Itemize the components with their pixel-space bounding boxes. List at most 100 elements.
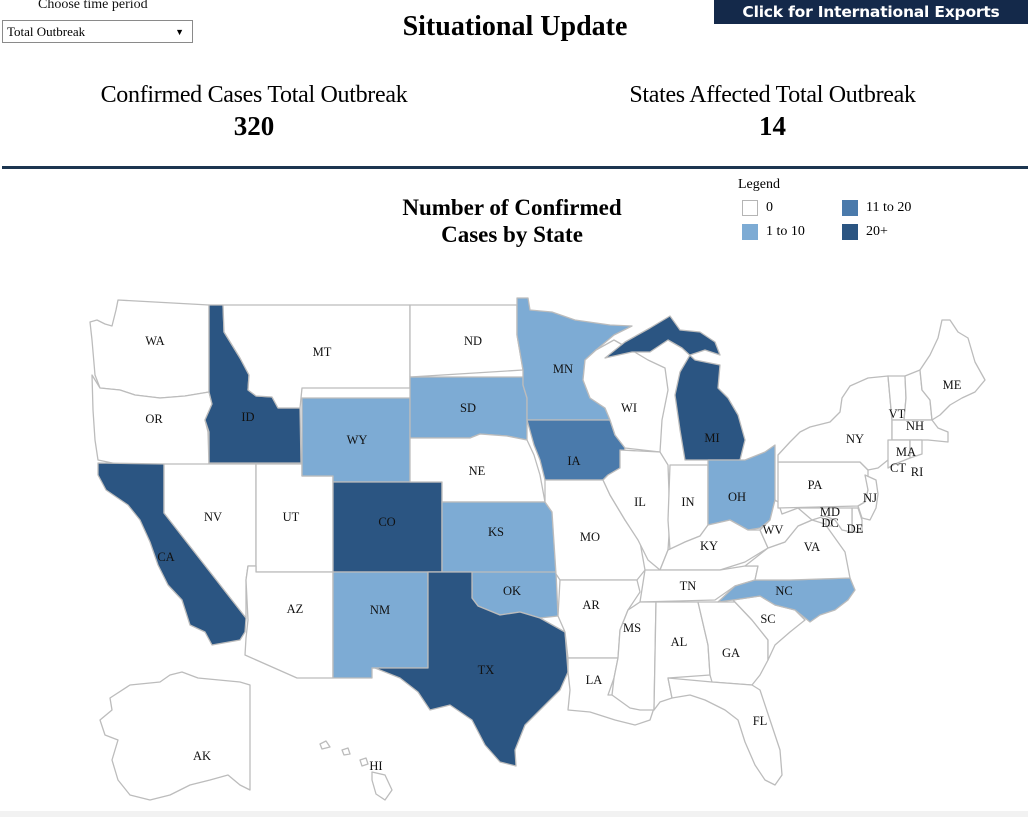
legend-item-0: 0 (742, 200, 842, 216)
label-DE: DE (847, 522, 864, 536)
page-title: Situational Update (402, 11, 628, 42)
label-NH: NH (906, 419, 924, 433)
label-MO: MO (580, 530, 600, 544)
label-VT: VT (889, 407, 906, 421)
label-KY: KY (700, 539, 718, 553)
state-FL[interactable] (667, 677, 783, 786)
label-SD: SD (460, 401, 476, 415)
state-AZ[interactable] (244, 565, 334, 679)
state-IL[interactable] (602, 449, 671, 571)
label-IA: IA (567, 454, 580, 468)
label-ND: ND (464, 334, 482, 348)
us-choropleth-map[interactable]: WA OR CA ID NV MT WY UT AZ CO NM ND SD N… (0, 280, 1028, 810)
state-HI[interactable] (319, 740, 393, 801)
map-title: Number of Confirmed Cases by State (362, 194, 662, 248)
kpi-states-value: 14 (759, 111, 786, 141)
label-GA: GA (722, 646, 740, 660)
label-AR: AR (582, 598, 600, 612)
state-WI[interactable] (582, 339, 669, 453)
label-NC: NC (775, 584, 792, 598)
state-MI[interactable] (604, 315, 746, 461)
legend-swatch-mid (842, 200, 858, 216)
label-OK: OK (503, 584, 521, 598)
label-MI: MI (704, 431, 719, 445)
label-CA: CA (157, 550, 174, 564)
label-NE: NE (469, 464, 486, 478)
caret-down-icon: ▼ (175, 26, 184, 37)
label-WY: WY (347, 433, 368, 447)
label-UT: UT (283, 510, 300, 524)
label-AZ: AZ (287, 602, 304, 616)
label-WA: WA (145, 334, 164, 348)
state-WA[interactable] (89, 299, 210, 399)
state-KY[interactable] (659, 519, 769, 571)
map-title-line1: Number of Confirmed (402, 195, 622, 220)
map-legend: Legend 0 11 to 20 1 to 10 20+ (738, 177, 942, 240)
time-period-label: Choose time period (38, 0, 148, 12)
label-LA: LA (586, 673, 603, 687)
legend-label: 20+ (866, 224, 888, 239)
time-period-dropdown[interactable]: Total Outbreak ▼ (2, 20, 193, 43)
label-MN: MN (553, 362, 573, 376)
state-NY[interactable] (777, 375, 893, 471)
state-NM[interactable] (332, 571, 429, 679)
label-SC: SC (760, 612, 775, 626)
label-VA: VA (804, 540, 820, 554)
legend-swatch-high (842, 224, 858, 240)
map-title-line2: Cases by State (441, 222, 583, 247)
label-CO: CO (378, 515, 395, 529)
legend-label: 11 to 20 (866, 200, 912, 215)
label-NJ: NJ (863, 491, 877, 505)
label-RI: RI (911, 465, 924, 479)
label-TN: TN (680, 579, 697, 593)
label-TX: TX (478, 663, 495, 677)
label-DC: DC (821, 516, 838, 530)
state-PA[interactable] (777, 461, 869, 509)
legend-label: 0 (766, 200, 773, 215)
label-NY: NY (846, 432, 864, 446)
state-RI[interactable] (909, 439, 923, 459)
label-WV: WV (763, 523, 784, 537)
label-OR: OR (145, 412, 163, 426)
label-IL: IL (634, 495, 646, 509)
state-NJ[interactable] (857, 474, 879, 521)
label-NM: NM (370, 603, 390, 617)
label-CT: CT (890, 461, 906, 475)
section-divider (2, 166, 1028, 169)
label-MA: MA (896, 445, 916, 459)
time-period-selected: Total Outbreak (7, 23, 86, 39)
legend-title: Legend (738, 177, 780, 192)
label-MS: MS (623, 621, 641, 635)
legend-item-20-plus: 20+ (842, 224, 942, 240)
label-AL: AL (671, 635, 688, 649)
legend-swatch-zero (742, 200, 758, 216)
label-IN: IN (681, 495, 694, 509)
legend-label: 1 to 10 (766, 224, 805, 239)
state-AK[interactable] (99, 671, 251, 801)
label-MT: MT (313, 345, 332, 359)
label-ID: ID (241, 410, 254, 424)
state-NE[interactable] (409, 433, 546, 503)
state-ME[interactable] (919, 319, 986, 421)
state-MD[interactable] (797, 507, 853, 533)
kpi-confirmed-cases: Confirmed Cases Total Outbreak 320 (54, 80, 454, 142)
label-WI: WI (621, 401, 637, 415)
label-OH: OH (728, 490, 746, 504)
kpi-states-label: States Affected Total Outbreak (629, 82, 916, 108)
label-MD: MD (820, 505, 840, 519)
legend-swatch-low (742, 224, 758, 240)
kpi-cases-label: Confirmed Cases Total Outbreak (100, 82, 408, 108)
label-HI: HI (369, 759, 382, 773)
state-TX[interactable] (371, 571, 569, 767)
state-IA[interactable] (526, 419, 626, 481)
footer-strip (0, 811, 1028, 817)
label-FL: FL (753, 714, 768, 728)
legend-item-1-10: 1 to 10 (742, 224, 842, 240)
legend-item-11-20: 11 to 20 (842, 200, 942, 216)
state-DC[interactable] (825, 519, 833, 527)
label-PA: PA (808, 478, 823, 492)
kpi-cases-value: 320 (233, 111, 275, 141)
label-AK: AK (193, 749, 211, 763)
label-KS: KS (488, 525, 504, 539)
international-exports-button[interactable]: Click for International Exports (714, 0, 1028, 24)
